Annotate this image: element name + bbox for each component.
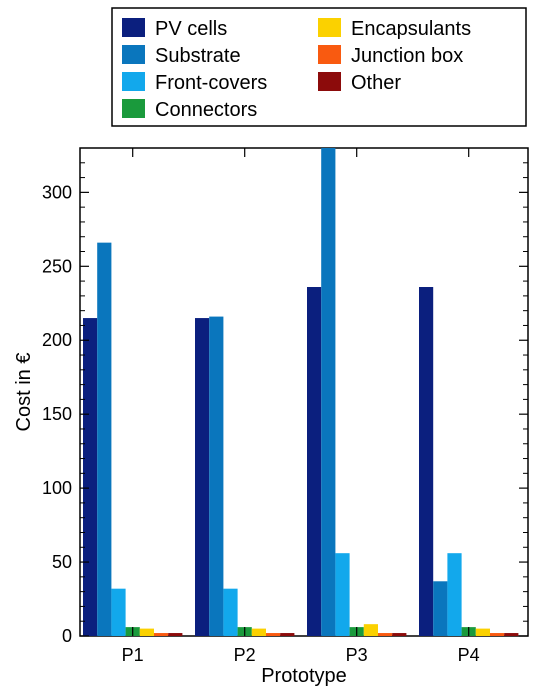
bar-other-p2	[280, 633, 295, 636]
x-axis: P1 P2 P3 P4	[122, 148, 480, 665]
y-tick-label: 300	[42, 182, 72, 202]
bar-encapsulants-p3	[363, 624, 378, 636]
y-tick-label: 0	[62, 626, 72, 646]
legend-swatch-encapsulants	[318, 18, 341, 37]
bar-front-covers-p2	[223, 588, 238, 636]
y-tick-label: 200	[42, 330, 72, 350]
bar-substrate-p2	[209, 316, 224, 636]
bar-junction-box-p1	[154, 633, 169, 636]
legend-swatch-pv-cells	[122, 18, 145, 37]
y-axis: 0 50 100 150 200 250 300	[42, 147, 528, 646]
bar-encapsulants-p2	[251, 628, 266, 636]
legend-label-connectors: Connectors	[155, 99, 257, 121]
legend-swatch-front-covers	[122, 72, 145, 91]
bar-substrate-p3	[321, 148, 336, 636]
bar-pv-cells-p1	[83, 318, 98, 636]
y-tick-label: 100	[42, 478, 72, 498]
bar-encapsulants-p4	[475, 628, 490, 636]
x-axis-label: Prototype	[261, 665, 347, 687]
bar-front-covers-p1	[111, 588, 126, 636]
bar-junction-box-p3	[378, 633, 393, 636]
bar-other-p3	[392, 633, 407, 636]
y-tick-label: 150	[42, 404, 72, 424]
bar-substrate-p4	[433, 581, 448, 636]
legend-swatch-connectors	[122, 99, 145, 118]
plot-area: 0 50 100 150 200 250 300 P1 P2 P3 P4	[42, 147, 529, 665]
y-tick-label: 250	[42, 256, 72, 276]
bar-pv-cells-p3	[307, 287, 322, 636]
legend-label-substrate: Substrate	[155, 45, 241, 67]
y-tick-label: 50	[52, 552, 72, 572]
legend-label-other: Other	[351, 72, 401, 94]
bar-junction-box-p4	[490, 633, 505, 636]
y-axis-label: Cost in €	[13, 353, 35, 432]
bar-other-p1	[168, 633, 183, 636]
legend-label-junction-box: Junction box	[351, 45, 463, 67]
x-tick-label: P3	[346, 645, 368, 665]
legend-label-front-covers: Front-covers	[155, 72, 267, 94]
bar-substrate-p1	[97, 242, 112, 636]
bar-pv-cells-p2	[195, 318, 210, 636]
plot-frame	[79, 147, 529, 637]
legend-label-encapsulants: Encapsulants	[351, 18, 471, 40]
bar-front-covers-p3	[335, 553, 350, 636]
bar-junction-box-p2	[266, 633, 281, 636]
bar-pv-cells-p4	[419, 287, 434, 636]
legend: PV cells Substrate Front-covers Connectors E…	[111, 7, 527, 127]
bars	[83, 148, 519, 636]
legend-swatch-other	[318, 72, 341, 91]
legend-swatch-junction-box	[318, 45, 341, 64]
x-tick-label: P2	[234, 645, 256, 665]
bar-other-p4	[504, 633, 519, 636]
bar-encapsulants-p1	[139, 628, 154, 636]
x-tick-label: P4	[458, 645, 480, 665]
x-tick-label: P1	[122, 645, 144, 665]
legend-label-pv-cells: PV cells	[155, 18, 227, 40]
legend-swatch-substrate	[122, 45, 145, 64]
bar-front-covers-p4	[447, 553, 462, 636]
